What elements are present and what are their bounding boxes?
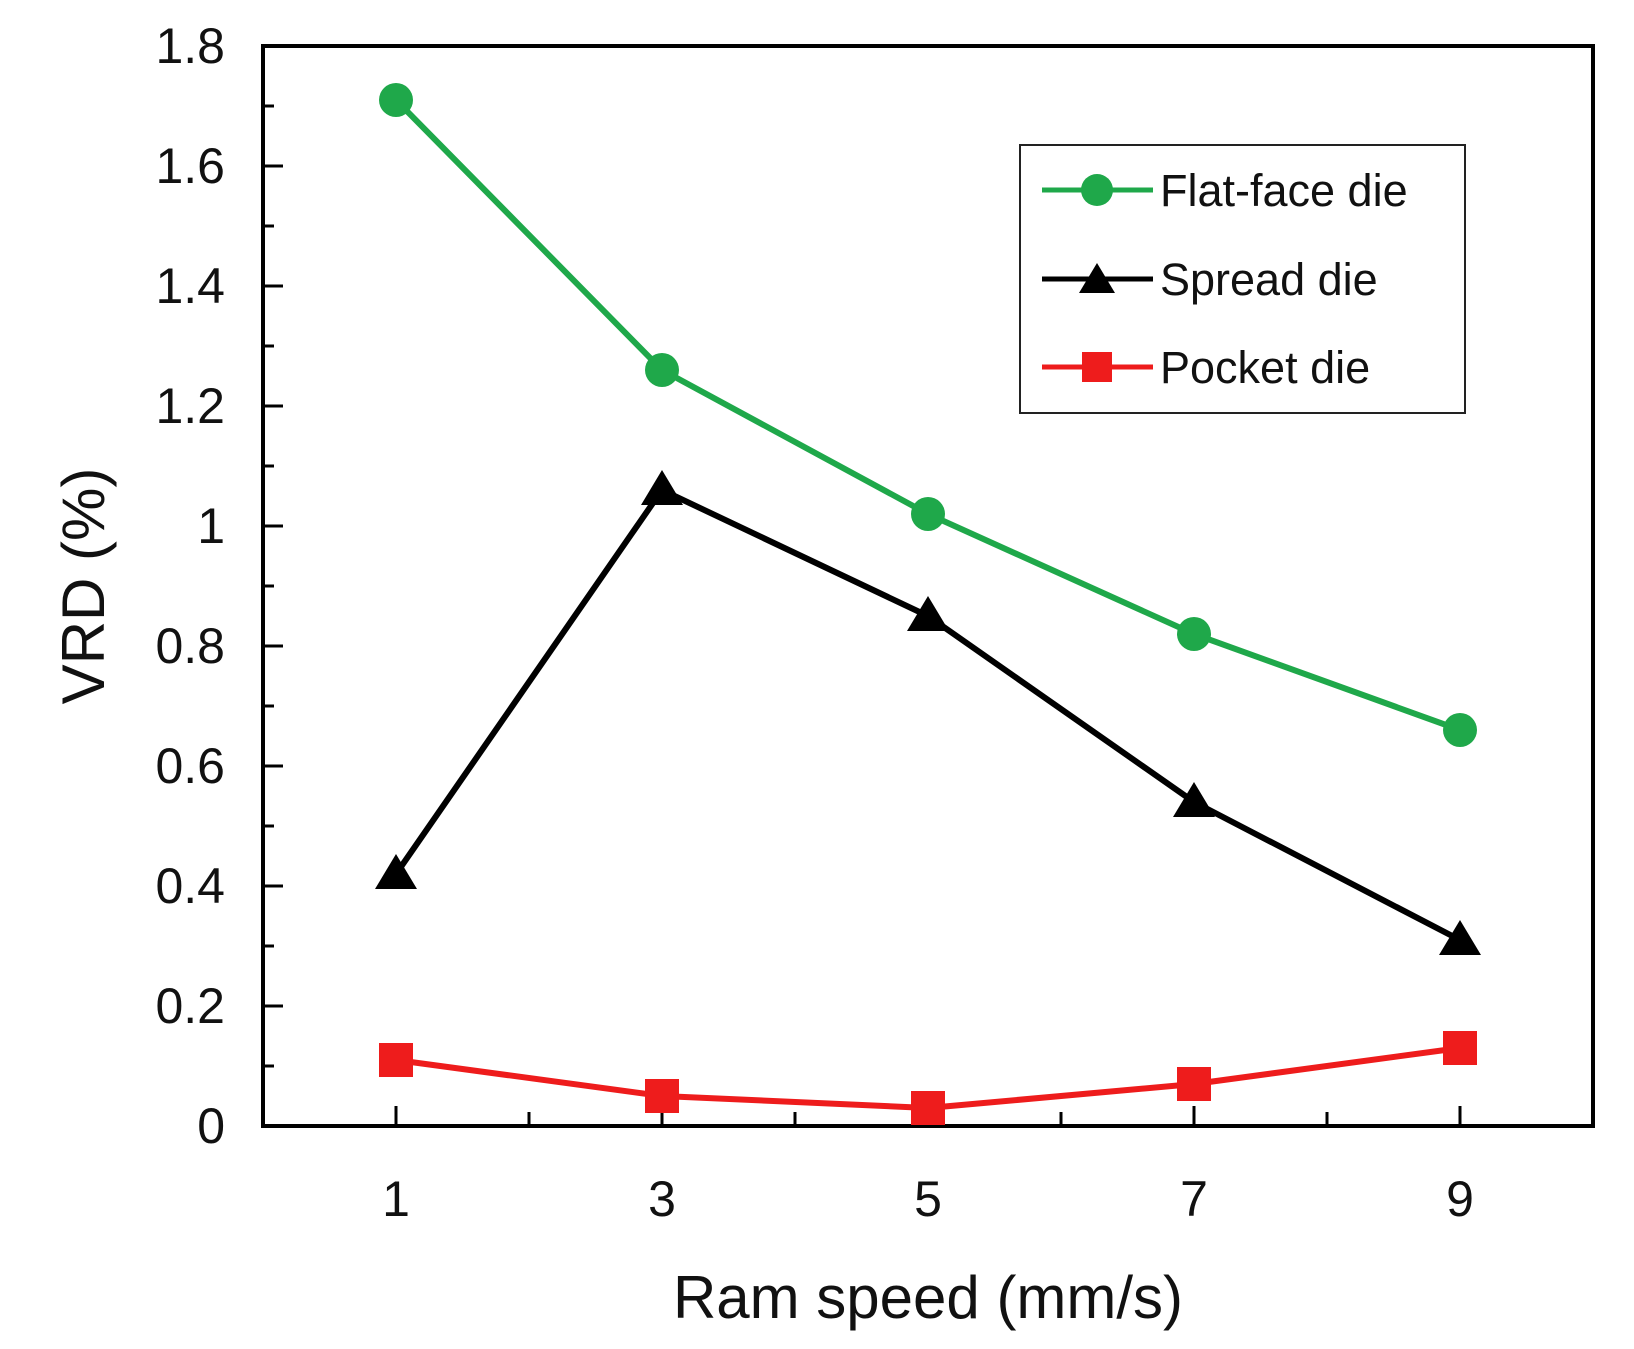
y-tick-label: 0.6	[155, 738, 225, 794]
x-tick-label: 5	[914, 1171, 942, 1227]
x-tick-label: 3	[648, 1171, 676, 1227]
data-point-spread-die	[375, 854, 417, 889]
data-point-spread-die	[907, 596, 949, 631]
x-tick-label: 9	[1446, 1171, 1474, 1227]
data-point-flat-face-die	[1443, 713, 1477, 747]
y-tick-label: 0	[197, 1098, 225, 1154]
legend-label-flat-face: Flat-face die	[1160, 165, 1408, 216]
data-point-spread-die	[641, 470, 683, 505]
y-axis-ticks: 0 0.2 0.4 0.6 0.8 1 1.2 1.4 1.6 1.8	[155, 18, 283, 1154]
y-tick-label: 0.4	[155, 858, 225, 914]
data-point-flat-face-die	[911, 497, 945, 531]
y-axis-title: VRD (%)	[50, 468, 117, 705]
legend-marker-pocket	[1082, 352, 1112, 382]
y-tick-label: 1.2	[155, 378, 225, 434]
data-point-pocket-die	[1443, 1031, 1477, 1065]
series-layer	[375, 83, 1481, 1125]
data-point-pocket-die	[379, 1043, 413, 1077]
data-point-flat-face-die	[645, 353, 679, 387]
y-tick-label: 0.8	[155, 618, 225, 674]
legend-label-pocket: Pocket die	[1160, 342, 1370, 393]
data-point-flat-face-die	[379, 83, 413, 117]
y-tick-label: 1.4	[155, 258, 225, 314]
data-point-pocket-die	[911, 1091, 945, 1125]
legend-marker-flat-face	[1081, 174, 1113, 206]
x-tick-label: 1	[382, 1171, 410, 1227]
x-axis-ticks: 1 3 5 7 9	[382, 1106, 1474, 1227]
data-point-pocket-die	[645, 1079, 679, 1113]
series-line-spread-die	[393, 487, 1462, 943]
y-tick-label: 1	[197, 498, 225, 554]
data-point-pocket-die	[1177, 1067, 1211, 1101]
legend-label-spread: Spread die	[1160, 254, 1378, 305]
data-point-spread-die	[1173, 782, 1215, 817]
legend-marker-spread	[1079, 263, 1115, 293]
y-tick-label: 0.2	[155, 978, 225, 1034]
x-axis-title: Ram speed (mm/s)	[673, 1264, 1183, 1331]
y-tick-label: 1.6	[155, 138, 225, 194]
data-point-spread-die	[1439, 920, 1481, 955]
y-tick-label: 1.8	[155, 18, 225, 74]
legend: Flat-face die Spread die Pocket die	[1019, 144, 1466, 414]
x-tick-label: 7	[1180, 1171, 1208, 1227]
data-point-flat-face-die	[1177, 617, 1211, 651]
